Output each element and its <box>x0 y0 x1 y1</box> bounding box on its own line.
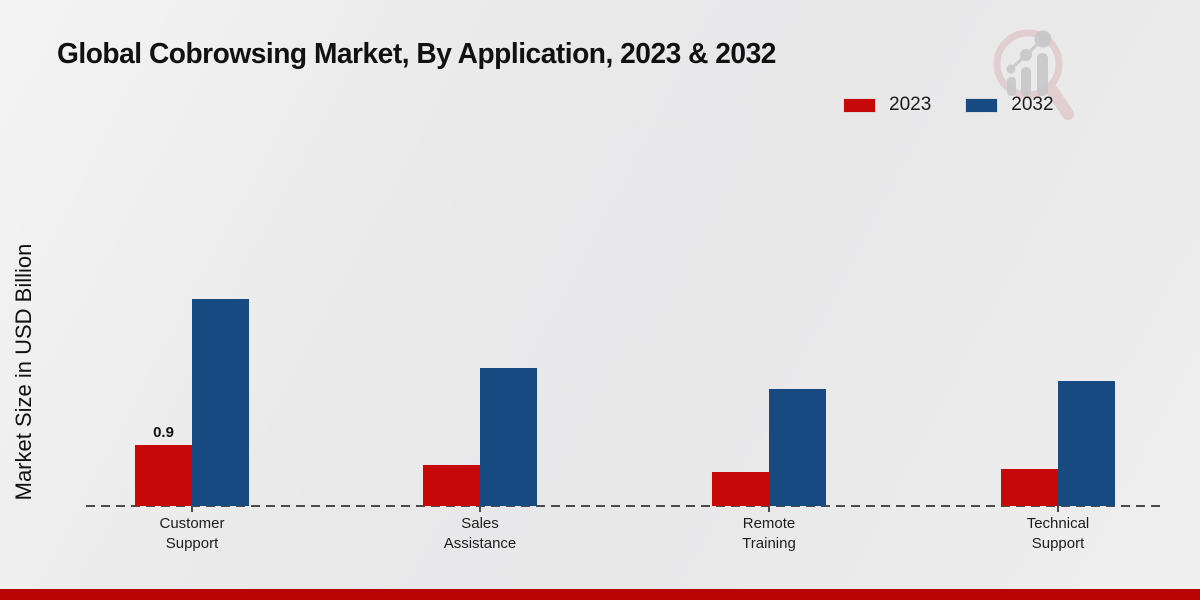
x-axis-dashed-baseline <box>86 505 1163 507</box>
bar-2032-technical-support <box>1058 381 1115 506</box>
bar-2023-technical-support <box>1001 469 1058 506</box>
x-axis-tick <box>191 506 193 512</box>
market-research-magnifier-logo <box>993 29 1074 120</box>
bar-2032-sales-assistance <box>480 368 537 506</box>
legend-swatch-2032 <box>965 97 999 113</box>
bar-2032-remote-training <box>769 389 826 506</box>
chart-title: Global Cobrowsing Market, By Application… <box>57 38 776 70</box>
legend-label-2032: 2032 <box>1011 94 1054 115</box>
bar-2023-sales-assistance <box>423 465 480 506</box>
legend: 2023 2032 <box>843 94 1054 116</box>
legend-label-2023: 2023 <box>889 94 932 115</box>
legend-item-2023: 2023 <box>843 94 931 116</box>
x-axis-tick <box>1057 506 1059 512</box>
x-axis-tick <box>479 506 481 512</box>
y-axis-label: Market Size in USD Billion <box>11 243 36 501</box>
bottom-accent-strip <box>0 589 1200 600</box>
x-axis-label-customer-support: Customer Support <box>159 515 225 552</box>
bar-value-label: 0.9 <box>153 424 174 441</box>
bar-2023-customer-support <box>135 445 192 506</box>
x-axis-tick <box>768 506 770 512</box>
x-axis-label-sales-assistance: Sales Assistance <box>443 515 517 552</box>
x-axis-label-remote-training: Remote Training <box>742 515 796 552</box>
legend-swatch-2023 <box>843 97 876 113</box>
bar-2032-customer-support <box>192 299 249 506</box>
legend-item-2032: 2032 <box>965 94 1054 116</box>
x-axis-label-technical-support: Technical Support <box>1026 515 1090 552</box>
bar-2023-remote-training <box>712 472 769 506</box>
